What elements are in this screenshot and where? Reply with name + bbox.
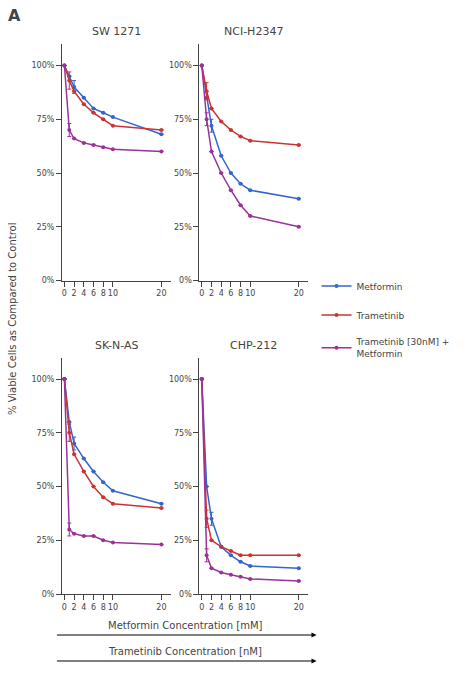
svg-text:10: 10 [108, 289, 118, 298]
svg-text:CHP-212: CHP-212 [230, 339, 277, 352]
svg-text:0%: 0% [42, 590, 55, 599]
svg-text:0: 0 [62, 289, 67, 298]
svg-text:6: 6 [228, 289, 233, 298]
svg-text:4: 4 [219, 603, 224, 612]
svg-text:75%: 75% [37, 429, 55, 438]
svg-text:8: 8 [238, 603, 243, 612]
svg-text:0%: 0% [179, 276, 192, 285]
svg-text:Trametinib: Trametinib [356, 311, 405, 321]
svg-text:6: 6 [228, 603, 233, 612]
svg-text:4: 4 [81, 603, 86, 612]
svg-text:8: 8 [101, 603, 106, 612]
svg-text:10: 10 [108, 603, 118, 612]
svg-text:25%: 25% [37, 536, 55, 545]
svg-text:0: 0 [199, 289, 204, 298]
svg-text:25%: 25% [174, 223, 192, 232]
svg-text:6: 6 [91, 289, 96, 298]
svg-text:100%: 100% [32, 61, 55, 70]
svg-text:A: A [8, 6, 21, 25]
svg-text:75%: 75% [174, 429, 192, 438]
svg-text:SW 1271: SW 1271 [92, 25, 141, 38]
svg-text:8: 8 [101, 289, 106, 298]
svg-text:20: 20 [156, 603, 166, 612]
svg-text:25%: 25% [174, 536, 192, 545]
svg-text:Trametinib [30nM] +Metformin: Trametinib [30nM] +Metformin [356, 337, 450, 359]
svg-text:Metformin: Metformin [357, 282, 403, 292]
svg-text:Metformin Concentration [mM]: Metformin Concentration [mM] [108, 620, 263, 631]
svg-text:0%: 0% [42, 276, 55, 285]
svg-text:50%: 50% [37, 169, 55, 178]
svg-text:SK-N-AS: SK-N-AS [95, 339, 138, 352]
svg-text:4: 4 [81, 289, 86, 298]
svg-text:10: 10 [245, 289, 255, 298]
svg-text:50%: 50% [174, 482, 192, 491]
svg-text:4: 4 [219, 289, 224, 298]
svg-text:8: 8 [238, 289, 243, 298]
svg-text:100%: 100% [169, 375, 192, 384]
svg-text:20: 20 [294, 603, 304, 612]
svg-text:100%: 100% [169, 61, 192, 70]
svg-text:2: 2 [72, 289, 77, 298]
svg-text:2: 2 [72, 603, 77, 612]
svg-text:6: 6 [91, 603, 96, 612]
svg-text:0: 0 [62, 603, 67, 612]
svg-text:% Viable Cells as Compared to: % Viable Cells as Compared to Control [7, 222, 18, 415]
svg-text:2: 2 [209, 603, 214, 612]
svg-text:2: 2 [209, 289, 214, 298]
svg-text:20: 20 [294, 289, 304, 298]
svg-text:20: 20 [156, 289, 166, 298]
svg-text:0: 0 [199, 603, 204, 612]
svg-text:75%: 75% [37, 115, 55, 124]
svg-text:75%: 75% [174, 115, 192, 124]
svg-text:25%: 25% [37, 223, 55, 232]
svg-text:Trametinib Concentration [nM]: Trametinib Concentration [nM] [108, 646, 262, 657]
svg-text:0%: 0% [179, 590, 192, 599]
svg-text:10: 10 [245, 603, 255, 612]
svg-text:50%: 50% [174, 169, 192, 178]
svg-text:NCI-H2347: NCI-H2347 [224, 25, 283, 38]
svg-text:100%: 100% [32, 375, 55, 384]
svg-text:50%: 50% [37, 482, 55, 491]
